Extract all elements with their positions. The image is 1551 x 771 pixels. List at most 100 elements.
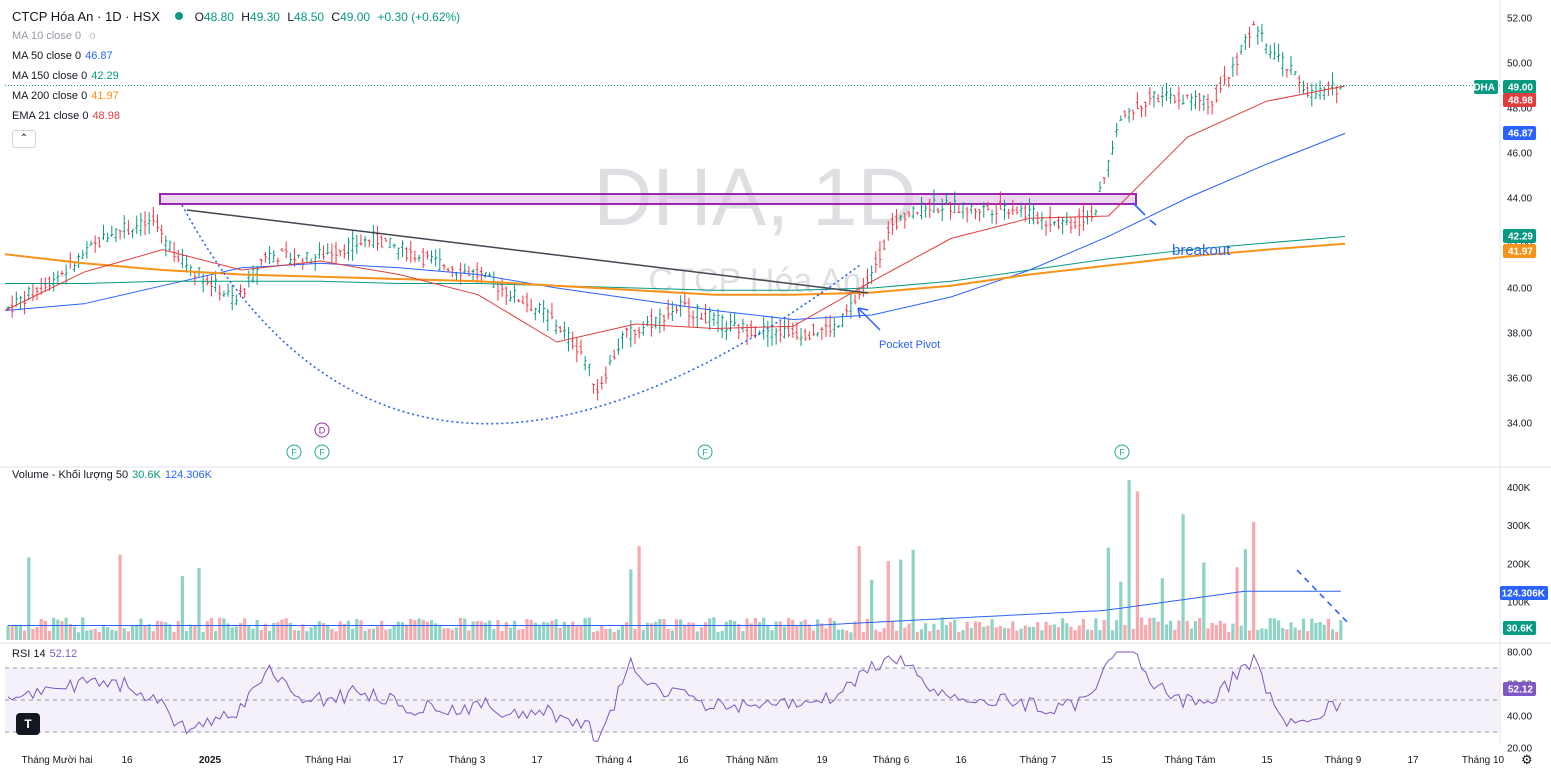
volume-bar [911, 549, 915, 640]
volume-bar [1065, 623, 1069, 640]
volume-dry-up-line [1296, 569, 1351, 626]
indicator-label: MA 50 close 0 [12, 50, 82, 62]
volume-bar [919, 629, 924, 640]
volume-bar [101, 624, 106, 640]
volume-bar [1040, 630, 1044, 640]
volume-bar [317, 621, 322, 640]
volume-bar [168, 624, 172, 640]
volume-bar [135, 625, 139, 640]
volume-bar [1048, 625, 1052, 640]
volume-bar [334, 631, 338, 640]
volume-bar [953, 619, 957, 640]
volume-bar [68, 623, 72, 640]
volume-bar [31, 628, 35, 640]
volume-bar [259, 629, 263, 640]
volume-bar [479, 621, 483, 640]
volume-bar [525, 619, 529, 640]
volume-bar [1102, 620, 1106, 640]
volume-bar [305, 631, 309, 640]
volume-bar [537, 624, 542, 640]
volume-bar [840, 629, 845, 640]
volume-axis-tick: 100K [1507, 597, 1531, 608]
volume-bar [645, 622, 650, 640]
volume-bar [753, 618, 757, 640]
volume-bar [973, 621, 978, 640]
price-axis-tick: 34.00 [1507, 419, 1532, 430]
volume-bar [894, 630, 899, 640]
volume-bar [467, 630, 471, 640]
volume-bar [998, 625, 1002, 640]
volume-bar [517, 629, 521, 640]
time-axis-tick: Tháng Mười hai [21, 755, 92, 766]
volume-bar [591, 632, 596, 640]
volume-bar [434, 623, 438, 640]
breakout-dash [1132, 202, 1157, 226]
volume-bar [724, 621, 728, 640]
volume-bar [218, 617, 222, 640]
volume-bar [766, 625, 770, 640]
indicator-ma50[interactable]: MA 50 close 0 46.87 [12, 50, 113, 62]
volume-bar [197, 567, 201, 640]
volume-legend[interactable]: Volume - Khối lượng 50 30.6K 124.306K [12, 469, 212, 481]
ohlc-close: 49.00 [340, 10, 371, 24]
price-axis-tick: 50.00 [1507, 59, 1532, 70]
volume-bar [1090, 629, 1094, 640]
ohlc-open: 48.80 [203, 10, 234, 24]
collapse-indicators-button[interactable]: ⌃ [12, 130, 36, 148]
indicator-ema21[interactable]: EMA 21 close 0 48.98 [12, 110, 120, 122]
volume-bar [994, 627, 998, 640]
volume-bar [915, 631, 919, 640]
volume-bar [886, 561, 890, 640]
volume-label: Volume - Khối lượng 50 [12, 469, 129, 481]
volume-bar [741, 631, 745, 640]
indicator-ma200[interactable]: MA 200 close 0 41.97 [12, 90, 119, 102]
volume-bar [292, 630, 297, 640]
time-axis-tick: 16 [955, 755, 967, 766]
rsi-tag: 52.12 [1508, 685, 1533, 696]
eye-off-icon[interactable]: ◌ [89, 30, 96, 42]
settings-gear-icon[interactable]: ⚙ [1521, 752, 1533, 767]
rsi-tag-bg [1503, 682, 1536, 696]
indicator-ma150[interactable]: MA 150 close 0 42.29 [12, 70, 119, 82]
time-axis-tick: 16 [121, 755, 133, 766]
price-tag-ema21: 48.98 [1508, 96, 1533, 107]
volume-bar [47, 631, 52, 640]
volume-axis-tick: 200K [1507, 559, 1531, 570]
volume-bar [492, 629, 496, 640]
volume-bar [442, 628, 446, 640]
volume-bar [940, 617, 944, 640]
tradingview-logo[interactable]: T [16, 713, 40, 735]
price-tag-last-bg [1503, 80, 1536, 94]
volume-ma-line [8, 590, 1341, 626]
volume-bar [214, 631, 218, 640]
volume-bar [201, 631, 205, 640]
volume-tag-last: 30.6K [1506, 624, 1533, 635]
volume-bar [816, 619, 820, 640]
volume-bar [147, 624, 151, 640]
volume-bar [982, 626, 986, 640]
volume-bar [396, 621, 400, 640]
volume-bar [446, 628, 450, 640]
volume-bar [346, 620, 351, 640]
volume-bar [458, 617, 463, 640]
volume-bar [313, 625, 317, 640]
indicator-ma10[interactable]: MA 10 close 0 ◌ [12, 30, 96, 42]
volume-bar [35, 627, 39, 640]
volume-bar [890, 621, 895, 640]
volume-bar [791, 619, 795, 640]
volume-bar [413, 620, 417, 640]
rsi-legend[interactable]: RSI 14 52.12 [12, 648, 77, 660]
volume-bar [1227, 631, 1231, 640]
volume-bar [139, 618, 143, 640]
volume-bar [500, 630, 504, 640]
volume-bar [267, 630, 272, 640]
volume-bar [1139, 617, 1144, 640]
volume-bar [184, 631, 189, 640]
volume-bar [824, 628, 828, 640]
volume-bar [130, 625, 135, 640]
volume-bar [712, 617, 716, 640]
time-axis-tick: 17 [531, 755, 543, 766]
volume-bar [471, 621, 475, 640]
volume-bar [126, 631, 131, 640]
